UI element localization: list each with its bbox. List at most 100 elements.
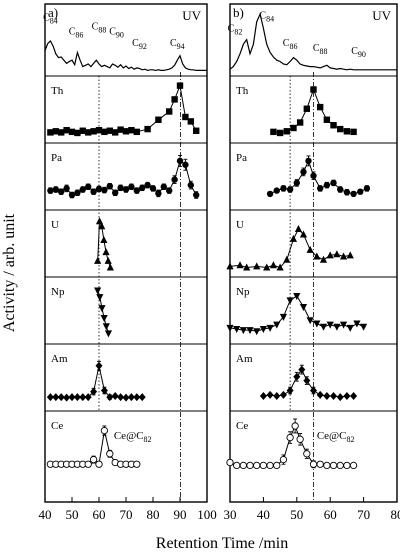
data-point bbox=[187, 118, 194, 125]
data-point bbox=[343, 128, 351, 135]
data-point bbox=[100, 315, 108, 322]
data-point bbox=[236, 261, 244, 269]
data-point bbox=[117, 393, 125, 402]
panel-frame bbox=[229, 3, 398, 503]
x-tick-label: 60 bbox=[324, 507, 337, 522]
data-point bbox=[286, 433, 294, 442]
panel-b: 30 40 50 60 70 80 b) UV C82 C84 C86 C88 C90 Th Pa U Np Am… bbox=[224, 3, 400, 522]
data-point bbox=[253, 461, 261, 470]
data-point bbox=[293, 293, 301, 300]
data-point bbox=[106, 450, 114, 458]
data-point bbox=[144, 181, 151, 189]
data-point bbox=[273, 392, 281, 400]
x-tick-label: 90 bbox=[174, 507, 187, 522]
data-point bbox=[357, 188, 364, 195]
data-point bbox=[95, 460, 103, 468]
data-point bbox=[350, 128, 357, 136]
data-point bbox=[149, 185, 157, 192]
data-point bbox=[294, 225, 303, 232]
data-point bbox=[85, 183, 92, 190]
data-point bbox=[117, 126, 124, 133]
data-point bbox=[95, 217, 104, 225]
data-point bbox=[63, 393, 71, 402]
data-point bbox=[98, 305, 106, 313]
data-point bbox=[106, 183, 114, 190]
data-point bbox=[233, 461, 241, 470]
data-point bbox=[266, 324, 274, 332]
data-point bbox=[319, 255, 328, 263]
uv-peak-label: C90 bbox=[351, 46, 366, 59]
uv-peak-label: C84 bbox=[43, 13, 58, 26]
data-point bbox=[313, 252, 321, 260]
x-tick-label: 60 bbox=[93, 507, 106, 522]
data-point bbox=[291, 422, 299, 430]
x-tick-label: 50 bbox=[66, 507, 79, 522]
series-label: Pa bbox=[51, 152, 62, 164]
series-np: Np bbox=[51, 286, 113, 338]
data-point bbox=[276, 263, 284, 271]
data-point bbox=[343, 392, 351, 400]
data-point bbox=[337, 186, 344, 193]
data-point bbox=[279, 390, 287, 399]
series-label: Pa bbox=[236, 152, 247, 164]
series-pa: Pa bbox=[236, 152, 371, 198]
data-point bbox=[94, 256, 102, 264]
data-point bbox=[98, 222, 106, 230]
data-point bbox=[68, 128, 76, 136]
uv-trace bbox=[44, 40, 207, 72]
data-point bbox=[243, 263, 251, 271]
data-point bbox=[133, 187, 140, 194]
data-point bbox=[316, 185, 324, 192]
series-u: U bbox=[51, 217, 114, 271]
panel-frame bbox=[44, 3, 208, 503]
data-point bbox=[166, 187, 173, 194]
data-point bbox=[266, 461, 274, 470]
uv-peak-label: C94 bbox=[170, 38, 185, 51]
data-point bbox=[89, 455, 98, 464]
data-point bbox=[336, 393, 344, 402]
series-np: Np bbox=[226, 286, 368, 336]
data-point bbox=[343, 461, 351, 470]
data-point bbox=[63, 127, 70, 134]
data-point bbox=[68, 191, 76, 199]
data-point bbox=[296, 119, 304, 126]
data-point bbox=[95, 127, 103, 134]
data-point bbox=[300, 168, 307, 176]
data-point bbox=[239, 327, 247, 335]
data-point bbox=[303, 105, 311, 112]
data-point bbox=[63, 185, 70, 192]
x-tick-label: 80 bbox=[391, 507, 400, 522]
data-point bbox=[193, 127, 200, 134]
panel-label: a) bbox=[48, 5, 58, 20]
data-point bbox=[155, 190, 162, 197]
data-point bbox=[339, 252, 348, 260]
data-point bbox=[52, 186, 59, 193]
data-point bbox=[323, 461, 331, 470]
data-point bbox=[299, 304, 308, 311]
uv-peak-label: C92 bbox=[132, 38, 147, 51]
x-tick-label: 70 bbox=[120, 507, 133, 522]
data-point bbox=[259, 326, 267, 333]
data-point bbox=[333, 250, 341, 258]
series-label: U bbox=[51, 219, 59, 231]
data-point bbox=[316, 460, 324, 468]
series-line bbox=[50, 83, 197, 134]
series-line bbox=[50, 365, 143, 399]
data-point bbox=[182, 113, 189, 121]
data-point bbox=[303, 376, 311, 385]
data-point bbox=[100, 236, 108, 243]
data-point bbox=[270, 128, 277, 136]
data-point bbox=[73, 393, 81, 402]
data-point bbox=[289, 234, 298, 242]
data-point bbox=[46, 393, 54, 402]
data-point bbox=[286, 386, 294, 395]
series-label: Th bbox=[236, 85, 249, 97]
data-point bbox=[95, 361, 103, 370]
data-point bbox=[68, 393, 76, 402]
data-point bbox=[279, 455, 288, 464]
data-point bbox=[166, 108, 173, 115]
data-point bbox=[128, 127, 135, 134]
data-point bbox=[112, 129, 119, 136]
data-point bbox=[94, 287, 102, 295]
data-point bbox=[85, 129, 92, 136]
